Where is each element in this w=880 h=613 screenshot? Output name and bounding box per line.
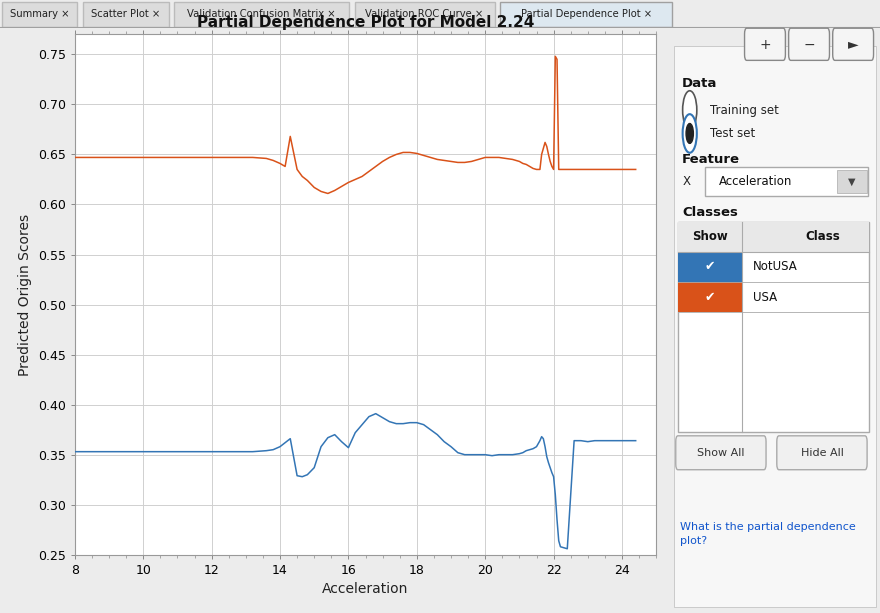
Bar xyxy=(678,251,743,282)
Text: Show All: Show All xyxy=(697,447,744,458)
Text: Show: Show xyxy=(693,230,728,243)
Text: Validation ROC Curve ×: Validation ROC Curve × xyxy=(365,9,484,18)
FancyBboxPatch shape xyxy=(676,436,766,470)
Circle shape xyxy=(683,91,697,129)
FancyBboxPatch shape xyxy=(174,2,349,27)
FancyBboxPatch shape xyxy=(832,28,874,60)
Y-axis label: Predicted Origin Scores: Predicted Origin Scores xyxy=(18,213,33,376)
Text: USA: USA xyxy=(753,291,777,303)
Text: Partial Dependence Plot ×: Partial Dependence Plot × xyxy=(520,9,652,18)
Text: ▼: ▼ xyxy=(848,177,856,186)
Text: Acceleration: Acceleration xyxy=(719,175,792,188)
Bar xyxy=(837,170,867,193)
Text: Class: Class xyxy=(806,230,840,243)
Text: ✔: ✔ xyxy=(705,261,715,273)
FancyBboxPatch shape xyxy=(705,167,869,196)
Text: Feature: Feature xyxy=(682,153,740,166)
Text: Summary ×: Summary × xyxy=(10,9,70,18)
Bar xyxy=(678,223,869,432)
FancyBboxPatch shape xyxy=(83,2,169,27)
FancyBboxPatch shape xyxy=(500,2,672,27)
FancyBboxPatch shape xyxy=(777,436,867,470)
FancyBboxPatch shape xyxy=(788,28,830,60)
Title: Partial Dependence Plot for Model 2.24: Partial Dependence Plot for Model 2.24 xyxy=(197,15,534,31)
Circle shape xyxy=(686,124,693,143)
Text: Data: Data xyxy=(682,77,717,90)
FancyBboxPatch shape xyxy=(2,2,77,27)
FancyBboxPatch shape xyxy=(355,2,495,27)
Text: Test set: Test set xyxy=(710,127,755,140)
Text: Hide All: Hide All xyxy=(801,447,843,458)
Text: ✔: ✔ xyxy=(705,291,715,303)
Bar xyxy=(678,223,869,251)
Text: What is the partial dependence
plot?: What is the partial dependence plot? xyxy=(680,522,855,546)
Text: Training set: Training set xyxy=(710,104,779,116)
FancyBboxPatch shape xyxy=(744,28,786,60)
Bar xyxy=(678,282,743,313)
Text: Scatter Plot ×: Scatter Plot × xyxy=(92,9,160,18)
Text: Classes: Classes xyxy=(682,206,738,219)
Text: NotUSA: NotUSA xyxy=(753,261,798,273)
Circle shape xyxy=(683,114,697,153)
Text: X: X xyxy=(682,175,690,188)
Text: −: − xyxy=(803,37,815,51)
Text: Validation Confusion Matrix ×: Validation Confusion Matrix × xyxy=(187,9,336,18)
X-axis label: Acceleration: Acceleration xyxy=(322,582,408,596)
Text: +: + xyxy=(759,37,771,51)
Text: ►: ► xyxy=(847,37,858,51)
